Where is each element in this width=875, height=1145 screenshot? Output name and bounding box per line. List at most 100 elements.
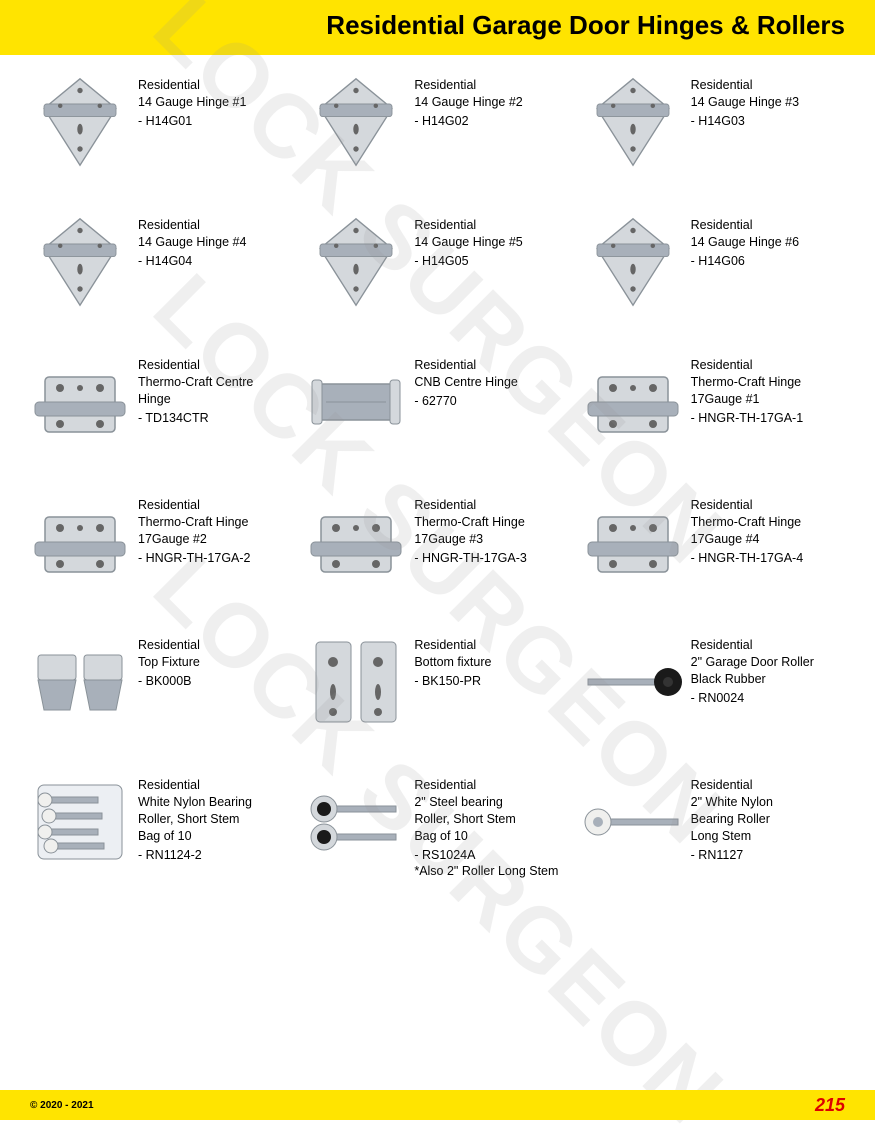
product-image-icon	[588, 217, 678, 307]
product-sku: - HNGR-TH-17GA-3	[414, 550, 527, 567]
product-thumbnail	[583, 497, 683, 587]
product-thumbnail	[583, 777, 683, 867]
product-item: ResidentialThermo-Craft CentreHinge- TD1…	[30, 357, 292, 447]
product-sku: - RS1024A*Also 2" Roller Long Stem	[414, 847, 558, 881]
product-thumbnail	[306, 637, 406, 727]
product-info: ResidentialThermo-Craft Hinge17Gauge #2 -…	[138, 497, 251, 567]
product-item: Residential14 Gauge Hinge #2 - H14G02	[306, 77, 568, 167]
product-name: ResidentialWhite Nylon BearingRoller, Sh…	[138, 777, 252, 845]
product-item: ResidentialWhite Nylon BearingRoller, Sh…	[30, 777, 292, 880]
product-thumbnail	[306, 77, 406, 167]
product-item: Residential14 Gauge Hinge #1- H14G01	[30, 77, 292, 167]
product-name: Residential2" Garage Door RollerBlack Ru…	[691, 637, 814, 688]
product-info: ResidentialWhite Nylon BearingRoller, Sh…	[138, 777, 252, 863]
product-name: ResidentialThermo-Craft Hinge17Gauge #2	[138, 497, 251, 548]
product-item: ResidentialThermo-Craft Hinge17Gauge #1 -…	[583, 357, 845, 447]
product-item: Residential2" White NylonBearing RollerL…	[583, 777, 845, 880]
product-info: ResidentialBottom fixture - BK150-PR	[414, 637, 491, 690]
product-name: ResidentialBottom fixture	[414, 637, 491, 671]
product-info: Residential14 Gauge Hinge #4 - H14G04	[138, 217, 246, 270]
product-info: Residential2" Steel bearingRoller, Short…	[414, 777, 558, 880]
product-sku: - RN1127	[691, 847, 773, 864]
product-name: ResidentialTop Fixture	[138, 637, 200, 671]
product-sku: - HNGR-TH-17GA-4	[691, 550, 804, 567]
product-name: Residential14 Gauge Hinge #2	[414, 77, 522, 111]
product-image-icon	[583, 362, 683, 442]
product-thumbnail	[30, 777, 130, 867]
product-sku: - 62770	[414, 393, 518, 410]
product-sku: - BK150-PR	[414, 673, 491, 690]
product-name: Residential2" White NylonBearing RollerL…	[691, 777, 773, 845]
product-info: ResidentialThermo-Craft Hinge17Gauge #4 -…	[691, 497, 804, 567]
product-info: ResidentialTop Fixture - BK000B	[138, 637, 200, 690]
product-info: ResidentialThermo-Craft Hinge17Gauge #1 -…	[691, 357, 804, 427]
product-sku: - RN0024	[691, 690, 814, 707]
product-sku: - RN1124-2	[138, 847, 252, 864]
product-item: ResidentialCNB Centre Hinge - 62770	[306, 357, 568, 447]
product-info: Residential2" White NylonBearing RollerL…	[691, 777, 773, 863]
product-image-icon	[30, 777, 130, 867]
product-info: ResidentialThermo-Craft CentreHinge- TD1…	[138, 357, 253, 427]
product-item: Residential14 Gauge Hinge #5 - H14G05	[306, 217, 568, 307]
product-thumbnail	[30, 637, 130, 727]
product-thumbnail	[30, 357, 130, 447]
copyright: © 2020 - 2021	[30, 1100, 94, 1111]
page-title: Residential Garage Door Hinges & Rollers	[30, 10, 845, 41]
product-info: ResidentialThermo-Craft Hinge17Gauge #3-…	[414, 497, 527, 567]
product-sku: - BK000B	[138, 673, 200, 690]
product-name: Residential14 Gauge Hinge #6	[691, 217, 799, 251]
page-number: 215	[815, 1095, 845, 1116]
product-sku: - H14G05	[414, 253, 522, 270]
product-sku: - H14G02	[414, 113, 522, 130]
product-name: Residential14 Gauge Hinge #5	[414, 217, 522, 251]
product-thumbnail	[583, 357, 683, 447]
product-info: Residential14 Gauge Hinge #5 - H14G05	[414, 217, 522, 270]
product-image-icon	[306, 502, 406, 582]
product-image-icon	[30, 362, 130, 442]
product-image-icon	[30, 502, 130, 582]
product-thumbnail	[583, 217, 683, 307]
product-sku: - HNGR-TH-17GA-1	[691, 410, 804, 427]
product-image-icon	[306, 782, 406, 862]
product-image-icon	[35, 217, 125, 307]
product-image-icon	[35, 77, 125, 167]
product-image-icon	[311, 217, 401, 307]
product-name: Residential14 Gauge Hinge #3	[691, 77, 799, 111]
product-thumbnail	[30, 77, 130, 167]
product-info: Residential14 Gauge Hinge #3 - H14G03	[691, 77, 799, 130]
product-sku: - TD134CTR	[138, 410, 253, 427]
product-item: Residential2" Garage Door RollerBlack Ru…	[583, 637, 845, 727]
product-info: Residential14 Gauge Hinge #2 - H14G02	[414, 77, 522, 130]
page-header: Residential Garage Door Hinges & Rollers	[0, 0, 875, 55]
product-image-icon	[306, 362, 406, 442]
product-name: Residential2" Steel bearingRoller, Short…	[414, 777, 558, 845]
product-item: Residential2" Steel bearingRoller, Short…	[306, 777, 568, 880]
product-grid: Residential14 Gauge Hinge #1- H14G01 Res…	[0, 55, 875, 890]
product-sku: - H14G04	[138, 253, 246, 270]
product-sku: - H14G06	[691, 253, 799, 270]
product-image-icon	[311, 77, 401, 167]
product-image-icon	[306, 637, 406, 727]
product-sku: - H14G03	[691, 113, 799, 130]
product-name: ResidentialThermo-Craft Hinge17Gauge #4	[691, 497, 804, 548]
product-item: Residential14 Gauge Hinge #4 - H14G04	[30, 217, 292, 307]
product-image-icon	[583, 502, 683, 582]
product-thumbnail	[30, 497, 130, 587]
product-thumbnail	[306, 497, 406, 587]
product-item: Residential14 Gauge Hinge #3 - H14G03	[583, 77, 845, 167]
page-footer: © 2020 - 2021 215	[0, 1090, 875, 1120]
product-name: ResidentialThermo-Craft Hinge17Gauge #1	[691, 357, 804, 408]
product-name: Residential14 Gauge Hinge #4	[138, 217, 246, 251]
product-item: Residential14 Gauge Hinge #6 - H14G06	[583, 217, 845, 307]
product-name: ResidentialCNB Centre Hinge	[414, 357, 518, 391]
product-info: ResidentialCNB Centre Hinge - 62770	[414, 357, 518, 410]
product-thumbnail	[306, 777, 406, 867]
product-thumbnail	[583, 77, 683, 167]
product-image-icon	[30, 645, 130, 720]
product-image-icon	[588, 77, 678, 167]
product-thumbnail	[306, 217, 406, 307]
product-sku: - H14G01	[138, 113, 246, 130]
product-item: ResidentialThermo-Craft Hinge17Gauge #4 -…	[583, 497, 845, 587]
product-sku: - HNGR-TH-17GA-2	[138, 550, 251, 567]
product-info: Residential14 Gauge Hinge #6 - H14G06	[691, 217, 799, 270]
